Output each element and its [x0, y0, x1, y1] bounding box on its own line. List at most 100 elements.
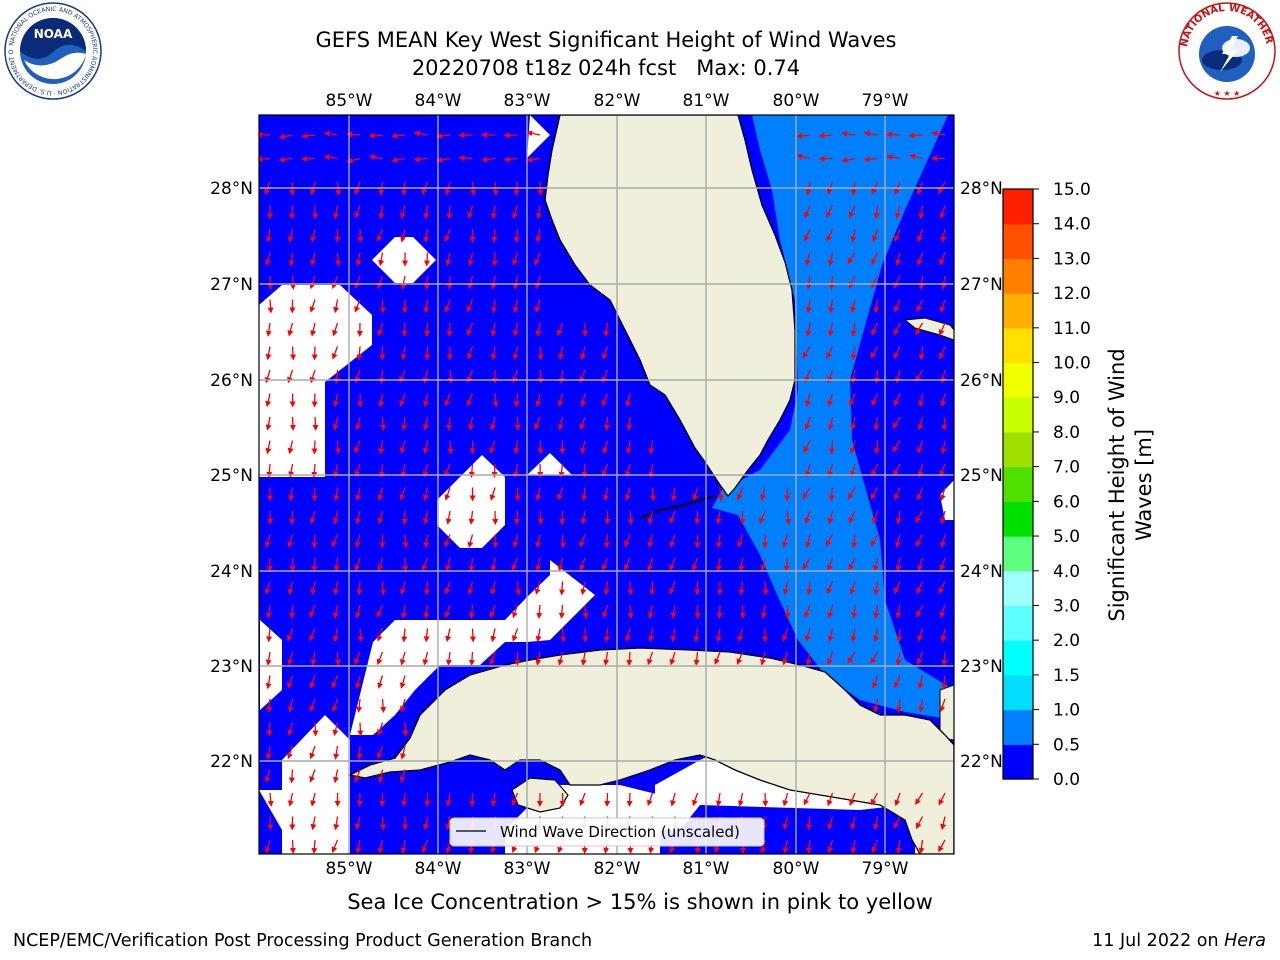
- lat-label-right: 26°N: [960, 371, 1003, 391]
- wave-arrow: [581, 463, 588, 478]
- wave-arrow: [378, 369, 385, 384]
- colorbar-tick-label: 8.0: [1053, 423, 1080, 443]
- wave-arrow: [826, 181, 834, 195]
- wave-arrow: [377, 322, 384, 337]
- wave-arrow: [512, 369, 519, 384]
- wave-arrow: [669, 651, 676, 666]
- wave-arrow: [603, 581, 610, 596]
- wave-arrow: [467, 534, 474, 548]
- colorbar-tick-label: 4.0: [1053, 562, 1080, 582]
- wave-arrow: [918, 275, 925, 290]
- wave-arrow: [423, 228, 430, 243]
- wave-arrow: [895, 252, 902, 267]
- wave-arrow: [264, 769, 271, 783]
- wave-arrow: [916, 181, 924, 196]
- wave-arrow: [873, 416, 880, 431]
- wave-arrow: [796, 132, 811, 139]
- wave-arrow: [918, 205, 925, 220]
- wave-arrow: [333, 581, 339, 596]
- wave-arrow: [804, 252, 811, 266]
- wave-arrow: [354, 299, 361, 313]
- wave-arrow: [558, 369, 565, 384]
- wave-arrow: [355, 510, 362, 525]
- wave-arrow: [818, 132, 833, 139]
- wave-arrow: [826, 205, 834, 218]
- wave-arrow: [266, 698, 273, 713]
- wave-arrow: [512, 205, 519, 219]
- florida-keys: [639, 495, 716, 519]
- wave-arrow: [376, 651, 384, 666]
- wave-arrow: [670, 487, 677, 502]
- wave-arrow: [376, 745, 384, 760]
- wave-arrow: [826, 557, 834, 572]
- wave-arrow: [850, 322, 857, 337]
- wave-arrow: [916, 440, 924, 454]
- wave-arrow: [895, 534, 901, 549]
- wave-arrow: [826, 581, 834, 595]
- wave-arrow: [466, 299, 474, 313]
- wave-arrow: [940, 275, 947, 290]
- wave-arrow: [512, 322, 519, 337]
- wave-arrow: [513, 393, 520, 408]
- wave-arrow: [582, 604, 589, 619]
- lat-label-left: 26°N: [210, 371, 253, 391]
- wave-arrow: [467, 581, 474, 596]
- wave-arrow: [886, 131, 901, 138]
- wave-arrow: [738, 557, 745, 572]
- wave-arrow: [444, 393, 451, 407]
- wave-arrow: [939, 487, 946, 501]
- wave-arrow: [491, 299, 498, 314]
- wave-arrow: [513, 228, 520, 243]
- wave-arrow: [850, 816, 857, 831]
- wave-arrow: [503, 156, 518, 163]
- lon-label-top: 85°W: [326, 91, 373, 111]
- wave-arrow: [534, 252, 541, 266]
- wave-arrow: [335, 252, 342, 267]
- wave-arrow: [400, 346, 407, 361]
- wave-arrow: [376, 228, 384, 242]
- wave-arrow: [333, 816, 340, 831]
- wave-arrow: [265, 252, 271, 267]
- wave-arrow: [850, 416, 857, 431]
- wave-arrow: [805, 275, 812, 290]
- wave-arrow: [264, 181, 271, 196]
- wave-arrow: [647, 557, 654, 572]
- footer-date: 11 Jul 2022 on Hera: [1092, 931, 1266, 951]
- colorbar-tick-label: 7.0: [1053, 458, 1080, 478]
- wave-arrow: [916, 651, 924, 665]
- colorbar-swatch: [1003, 570, 1033, 607]
- wave-arrow: [670, 792, 676, 807]
- wave-arrow: [841, 131, 856, 137]
- wave-arrow: [737, 792, 744, 807]
- wave-arrow: [447, 440, 454, 455]
- wave-arrow: [422, 416, 429, 431]
- wave-arrow: [380, 816, 387, 831]
- wave-arrow: [895, 557, 902, 572]
- wave-arrow: [873, 299, 880, 314]
- wave-arrow: [355, 604, 361, 619]
- wave-arrow: [669, 534, 676, 548]
- wave-arrow: [804, 393, 811, 407]
- wave-arrow: [490, 205, 497, 220]
- wave-arrow: [782, 651, 789, 666]
- wave-arrow: [804, 416, 811, 431]
- wave-arrow: [715, 510, 722, 525]
- lat-label-right: 27°N: [960, 275, 1003, 295]
- wave-arrow: [333, 487, 340, 502]
- wave-arrow: [288, 463, 295, 478]
- lat-label-left: 25°N: [210, 466, 253, 486]
- wave-arrow: [557, 651, 564, 666]
- wave-arrow: [332, 628, 339, 643]
- wave-arrow: [803, 792, 811, 806]
- wave-arrow: [333, 393, 339, 408]
- wave-arrow: [377, 487, 384, 501]
- wave-arrow: [895, 510, 902, 525]
- wave-arrow: [886, 154, 901, 160]
- no-data-region: [259, 285, 372, 477]
- wave-arrow: [872, 228, 879, 243]
- colorbar-tick-label: 13.0: [1053, 249, 1091, 269]
- wave-arrow: [312, 416, 319, 431]
- footer-date-text: 11 Jul 2022 on: [1092, 931, 1225, 951]
- wave-arrow: [559, 534, 566, 549]
- wave-arrow: [354, 463, 361, 478]
